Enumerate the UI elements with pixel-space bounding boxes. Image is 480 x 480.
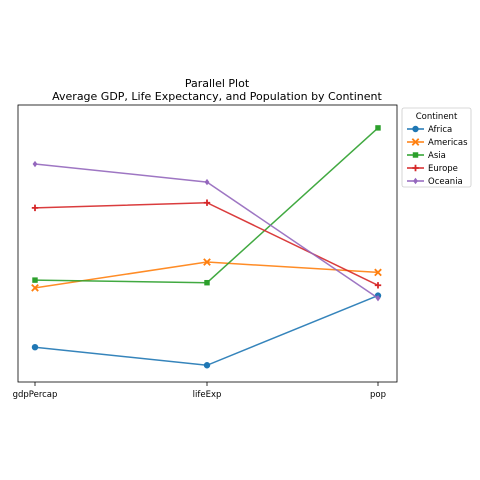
data-point-oceania-pop <box>375 294 381 302</box>
series-line-africa <box>34 294 379 367</box>
data-point-asia-gdpPercap <box>32 277 38 283</box>
series-europe <box>31 199 382 289</box>
legend-title: Continent <box>416 112 458 122</box>
series-africa <box>31 292 382 369</box>
legend-item-europe: Europe <box>407 164 458 174</box>
data-point-europe-lifeExp <box>203 199 211 206</box>
data-point-europe-pop <box>374 282 382 289</box>
legend-marker-oceania <box>413 177 418 185</box>
data-point-americas-pop <box>374 268 382 277</box>
data-point-africa-gdpPercap <box>31 344 39 351</box>
series-americas <box>31 258 382 292</box>
x-tick-label-pop: pop <box>370 390 386 400</box>
data-point-oceania-gdpPercap <box>32 160 38 168</box>
series-oceania <box>32 160 381 302</box>
x-tick-label-gdpPercap: gdpPercap <box>13 390 58 400</box>
data-point-americas-gdpPercap <box>31 284 39 292</box>
legend-item-africa: Africa <box>407 125 452 135</box>
legend-marker-africa <box>412 125 419 133</box>
data-point-europe-gdpPercap <box>31 204 39 212</box>
series-line-europe <box>34 201 379 286</box>
data-point-africa-lifeExp <box>203 362 211 369</box>
data-point-oceania-lifeExp <box>204 178 210 186</box>
plot-frame <box>17 104 398 383</box>
chart-title: Parallel Plot <box>185 77 250 90</box>
series-asia <box>32 125 381 286</box>
legend-label-europe: Europe <box>428 164 458 174</box>
legend-marker-europe <box>412 164 419 172</box>
legend-label-asia: Asia <box>428 151 446 161</box>
data-point-americas-lifeExp <box>203 258 211 266</box>
legend-marker-asia <box>412 152 419 158</box>
legend-item-asia: Asia <box>407 151 446 161</box>
data-point-asia-pop <box>375 125 381 131</box>
x-tick-label-lifeExp: lifeExp <box>193 390 222 400</box>
legend-label-oceania: Oceania <box>428 177 463 187</box>
series-layer <box>31 125 382 369</box>
chart-subtitle: Average GDP, Life Expectancy, and Popula… <box>52 90 382 103</box>
data-point-asia-lifeExp <box>204 279 210 286</box>
legend: Continent Africa Americas Asia Europe Oceania <box>401 107 472 188</box>
legend-label-africa: Africa <box>428 125 452 135</box>
x-axis: gdpPercap lifeExp pop <box>13 382 386 400</box>
legend-item-oceania: Oceania <box>407 177 463 187</box>
legend-marker-americas <box>411 138 420 146</box>
legend-label-americas: Americas <box>428 138 468 148</box>
legend-item-americas: Americas <box>407 138 468 148</box>
